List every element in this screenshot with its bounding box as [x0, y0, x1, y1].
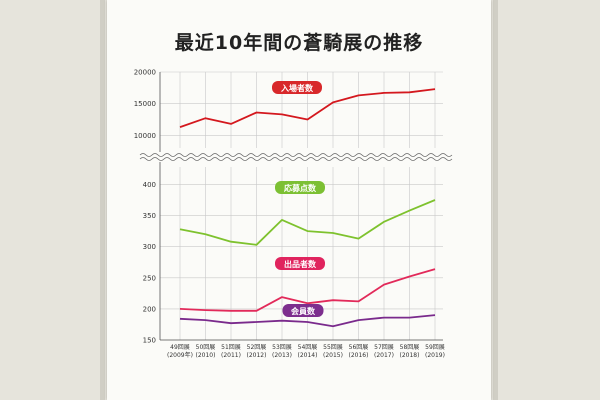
axis-break-wave [139, 153, 453, 157]
x-tick-label-year: (2017) [374, 352, 394, 359]
x-tick-label-year: (2018) [400, 352, 420, 359]
y-tick-label: 150 [143, 337, 156, 345]
x-tick-label: 58回展 [400, 344, 420, 351]
series-label-pill [282, 304, 324, 317]
y-tick-label: 15000 [134, 100, 156, 108]
y-tick-label: 20000 [134, 69, 156, 77]
y-tick-label: 400 [143, 181, 156, 189]
series-label-pill [275, 257, 325, 270]
axis-break-wave [139, 157, 453, 161]
x-tick-label-year: (2016) [349, 352, 369, 359]
x-tick-label: 50回展 [196, 344, 216, 351]
x-tick-label-year: (2012) [247, 352, 267, 359]
x-tick-label-year: (2014) [298, 352, 318, 359]
x-tick-label: 57回展 [374, 344, 394, 351]
axis-break-gap [140, 152, 451, 162]
x-tick-label-year: (2010) [196, 352, 216, 359]
y-tick-label: 250 [143, 274, 156, 282]
series-label: 会員数 [291, 306, 316, 316]
x-tick-label: 55回展 [323, 344, 343, 351]
series-line [179, 199, 436, 246]
x-tick-label-year: (2013) [272, 352, 292, 359]
x-tick-label: 59回展 [425, 344, 445, 351]
x-tick-label-year: (2015) [323, 352, 343, 359]
series-label-pill [272, 81, 322, 94]
x-tick-label: 54回展 [298, 344, 318, 351]
series-label: 応募点数 [284, 183, 317, 193]
series-label-pill [275, 181, 325, 194]
x-tick-label: 53回展 [272, 344, 292, 351]
series-line [179, 88, 436, 128]
series-line [179, 314, 436, 328]
x-tick-label-year: (2011) [221, 352, 241, 359]
poster-board [107, 0, 491, 400]
left-wall-post [100, 0, 105, 400]
y-tick-label: 200 [143, 305, 156, 313]
x-tick-label: 52回展 [247, 344, 267, 351]
chart-title: 最近10年間の蒼騎展の推移 [174, 32, 424, 54]
x-tick-label: 56回展 [349, 344, 369, 351]
x-tick-label: 51回展 [221, 344, 241, 351]
y-tick-label: 350 [143, 212, 156, 220]
x-tick-label-year: (2019) [425, 352, 445, 359]
x-tick-label-year: (2009年) [167, 351, 193, 359]
y-tick-label: 300 [143, 243, 156, 251]
y-tick-label: 10000 [134, 132, 156, 140]
series-line [179, 268, 436, 312]
series-label: 入場者数 [280, 83, 314, 93]
series-label: 出品者数 [284, 259, 317, 269]
right-wall-post [493, 0, 498, 400]
x-tick-label: 49回展 [170, 344, 190, 351]
